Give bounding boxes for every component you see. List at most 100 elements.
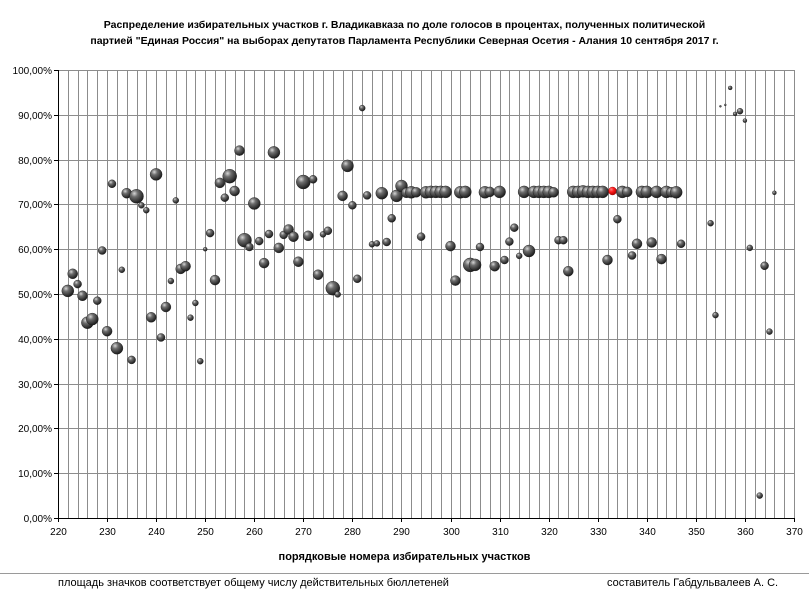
data-point [411, 187, 422, 198]
data-point [86, 312, 99, 326]
data-point [341, 159, 354, 173]
data-point [724, 103, 727, 107]
data-points [61, 85, 777, 499]
data-point [742, 118, 748, 123]
y-tick-label: 60,00% [18, 245, 52, 256]
data-point [373, 240, 381, 247]
data-point [756, 492, 763, 499]
data-point [202, 246, 208, 252]
data-point [273, 242, 284, 254]
data-point [416, 232, 426, 241]
data-point [255, 236, 264, 246]
grid-lines [58, 70, 795, 518]
data-point [245, 242, 254, 252]
data-point [143, 206, 150, 214]
data-point [656, 253, 667, 265]
data-point [676, 239, 686, 249]
data-point [288, 231, 299, 242]
data-point [772, 190, 777, 196]
data-point [222, 168, 237, 184]
y-tick-label: 70,00% [18, 200, 52, 211]
data-point [93, 296, 102, 305]
data-point [468, 258, 482, 272]
data-point [149, 168, 163, 181]
x-tick-label: 300 [443, 527, 460, 538]
data-point [602, 254, 613, 266]
data-point [337, 190, 348, 202]
data-point [613, 214, 622, 224]
x-tick-label: 320 [541, 527, 558, 538]
data-point [61, 284, 75, 298]
data-point [264, 229, 274, 239]
x-tick-label: 350 [688, 527, 705, 538]
data-point [293, 256, 304, 267]
data-point [110, 342, 124, 355]
data-point [760, 261, 769, 270]
data-point [516, 252, 523, 260]
data-point [323, 226, 333, 236]
data-point [375, 186, 388, 200]
scatter-chart: 0,00% 10,00% 20,00% 30,00% 40,00% 50,00% 60,00… [13, 66, 804, 538]
data-point [359, 104, 366, 112]
data-point [646, 237, 657, 248]
data-point [445, 240, 456, 252]
data-point [439, 185, 452, 199]
data-point [559, 235, 568, 245]
data-point [118, 266, 126, 273]
data-point [267, 146, 281, 159]
y-tick-label: 90,00% [18, 111, 52, 122]
data-point [127, 355, 136, 365]
data-point [362, 191, 372, 200]
data-point [353, 274, 362, 283]
x-tick-label: 280 [344, 527, 361, 538]
y-tick-label: 10,00% [18, 469, 52, 480]
footer-note-marker-size: площадь значков соответствует общему чис… [58, 577, 449, 589]
data-point [728, 85, 733, 91]
data-point [631, 238, 643, 250]
y-tick-label: 0,00% [24, 514, 52, 525]
data-point [484, 186, 495, 198]
data-point [229, 185, 240, 197]
data-point [160, 301, 172, 313]
x-tick-label: 240 [148, 527, 165, 538]
data-point [138, 202, 145, 209]
data-point [707, 219, 714, 227]
data-point [156, 333, 166, 342]
x-tick-label: 360 [737, 527, 754, 538]
data-point [145, 312, 157, 323]
footer-divider [0, 573, 809, 574]
x-tick-label: 230 [99, 527, 116, 538]
x-tick-label: 370 [786, 527, 803, 538]
data-point [719, 105, 722, 108]
data-point [209, 274, 221, 286]
data-point [180, 261, 191, 272]
x-tick-label: 330 [590, 527, 607, 538]
data-point [73, 279, 82, 289]
data-point [712, 311, 719, 319]
data-point [348, 201, 357, 210]
y-tick-label: 20,00% [18, 424, 52, 435]
data-point [766, 328, 773, 335]
data-point [77, 290, 88, 301]
data-point [258, 257, 270, 269]
data-point [334, 291, 341, 298]
data-point [129, 189, 144, 204]
y-tick-labels: 0,00% 10,00% 20,00% 30,00% 40,00% 50,00% 60,00… [13, 66, 53, 525]
data-point [214, 177, 226, 189]
data-point [746, 244, 753, 252]
data-point [312, 269, 324, 280]
highlighted-data-point [608, 186, 617, 196]
data-point [732, 111, 738, 117]
data-point [303, 230, 314, 242]
footer-note-author: составитель Габдульвалеев А. С. [607, 577, 779, 589]
y-tick-label: 40,00% [18, 335, 52, 346]
data-point [248, 197, 261, 210]
data-point [627, 251, 637, 260]
x-tick-label: 260 [246, 527, 263, 538]
data-point [596, 185, 609, 199]
x-tick-label: 250 [197, 527, 214, 538]
data-point [475, 242, 485, 252]
data-point [736, 107, 744, 115]
data-point [67, 268, 78, 279]
data-point [192, 299, 199, 307]
